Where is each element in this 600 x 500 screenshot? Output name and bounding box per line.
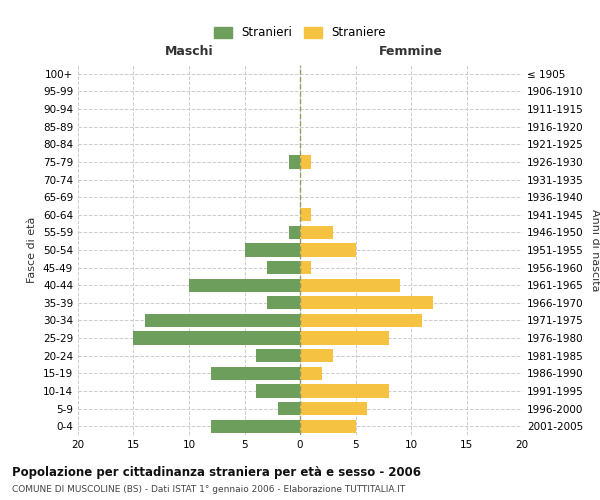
Bar bbox=[300, 261, 311, 274]
Bar bbox=[300, 384, 389, 398]
Bar bbox=[300, 420, 355, 433]
Bar bbox=[300, 244, 355, 256]
Bar bbox=[300, 156, 311, 168]
Y-axis label: Anni di nascita: Anni di nascita bbox=[590, 209, 600, 291]
Bar bbox=[300, 208, 311, 222]
Bar bbox=[133, 332, 300, 344]
Bar bbox=[289, 156, 300, 168]
Bar bbox=[300, 226, 334, 239]
Bar bbox=[266, 296, 300, 310]
Text: Maschi: Maschi bbox=[164, 45, 214, 58]
Bar bbox=[211, 366, 300, 380]
Text: Femmine: Femmine bbox=[379, 45, 443, 58]
Bar bbox=[300, 366, 322, 380]
Legend: Stranieri, Straniere: Stranieri, Straniere bbox=[211, 23, 389, 43]
Bar bbox=[145, 314, 300, 327]
Bar bbox=[278, 402, 300, 415]
Y-axis label: Fasce di età: Fasce di età bbox=[28, 217, 37, 283]
Bar bbox=[300, 278, 400, 292]
Bar bbox=[300, 314, 422, 327]
Bar bbox=[211, 420, 300, 433]
Text: COMUNE DI MUSCOLINE (BS) - Dati ISTAT 1° gennaio 2006 - Elaborazione TUTTITALIA.: COMUNE DI MUSCOLINE (BS) - Dati ISTAT 1°… bbox=[12, 485, 405, 494]
Bar bbox=[300, 332, 389, 344]
Bar bbox=[300, 349, 334, 362]
Text: Popolazione per cittadinanza straniera per età e sesso - 2006: Popolazione per cittadinanza straniera p… bbox=[12, 466, 421, 479]
Bar bbox=[189, 278, 300, 292]
Bar bbox=[289, 226, 300, 239]
Bar bbox=[300, 402, 367, 415]
Bar bbox=[245, 244, 300, 256]
Bar bbox=[300, 296, 433, 310]
Bar bbox=[266, 261, 300, 274]
Bar bbox=[256, 384, 300, 398]
Bar bbox=[256, 349, 300, 362]
